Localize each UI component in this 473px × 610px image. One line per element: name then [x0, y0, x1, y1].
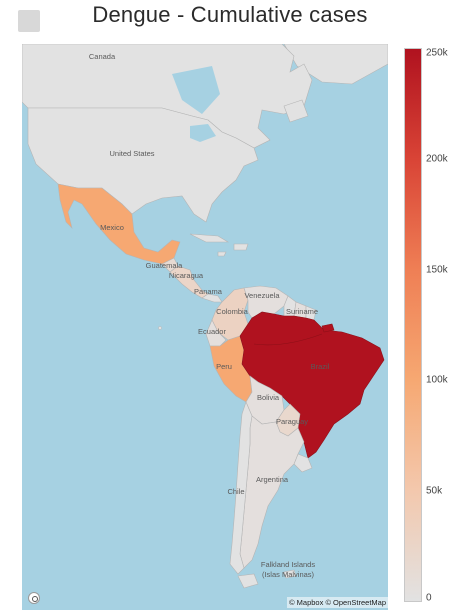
- country-newfoundland: [283, 99, 309, 123]
- label-colombia: Colombia: [216, 307, 249, 316]
- country-brazil[interactable]: [239, 311, 385, 459]
- mapbox-logo-icon[interactable]: [28, 592, 40, 604]
- country-nicaragua[interactable]: [169, 265, 209, 299]
- label-falkland-islands: Falkland Islands: [261, 560, 315, 569]
- label-canada: Canada: [89, 52, 116, 61]
- label-united-states: United States: [109, 149, 154, 158]
- country-panama[interactable]: [201, 293, 223, 303]
- label-brazil: Brazil: [311, 362, 330, 371]
- colorbar-tick-label: 200k: [426, 153, 448, 165]
- country-falkland-islands[interactable]: [283, 569, 297, 579]
- label-nicaragua: Nicaragua: [169, 271, 204, 280]
- label-falkland-islands-alt: (Islas Malvinas): [262, 570, 315, 579]
- hudson-bay: [172, 66, 220, 114]
- great-lakes: [190, 124, 216, 142]
- colorbar-tick-label: 0: [426, 592, 432, 604]
- label-argentina: Argentina: [256, 475, 289, 484]
- country-greenland[interactable]: [283, 44, 388, 85]
- country-chile[interactable]: [229, 401, 253, 575]
- colorbar-tick-label: 100k: [426, 374, 448, 386]
- map-svg[interactable]: Canada United States Mexico Guatemala Ni…: [22, 44, 388, 610]
- country-hispaniola: [233, 243, 249, 251]
- label-guatemala: Guatemala: [146, 261, 184, 270]
- label-chile: Chile: [227, 487, 244, 496]
- label-suriname: Suriname: [286, 307, 318, 316]
- label-ecuador: Ecuador: [198, 327, 226, 336]
- country-cuba: [189, 233, 230, 243]
- label-mexico: Mexico: [100, 223, 124, 232]
- label-bolivia: Bolivia: [257, 393, 280, 402]
- map-area[interactable]: Canada United States Mexico Guatemala Ni…: [22, 44, 388, 610]
- brazil-marajo: [321, 323, 335, 333]
- galapagos-islands: [158, 326, 162, 330]
- tierra-del-fuego: [237, 573, 259, 589]
- menu-icon[interactable]: [18, 10, 40, 32]
- amazon-river: [253, 333, 323, 346]
- colorbar: [404, 48, 422, 602]
- label-venezuela: Venezuela: [244, 291, 280, 300]
- colorbar-tick-label: 150k: [426, 264, 448, 276]
- map-attribution[interactable]: © Mapbox © OpenStreetMap: [287, 597, 388, 608]
- label-paraguay: Paraguay: [276, 417, 308, 426]
- label-peru: Peru: [216, 362, 232, 371]
- label-panama: Panama: [194, 287, 223, 296]
- country-jamaica: [217, 251, 227, 257]
- colorbar-tick-label: 50k: [426, 485, 443, 497]
- map-title: Dengue - Cumulative cases: [92, 2, 368, 27]
- colorbar-tick-label: 250k: [426, 47, 448, 59]
